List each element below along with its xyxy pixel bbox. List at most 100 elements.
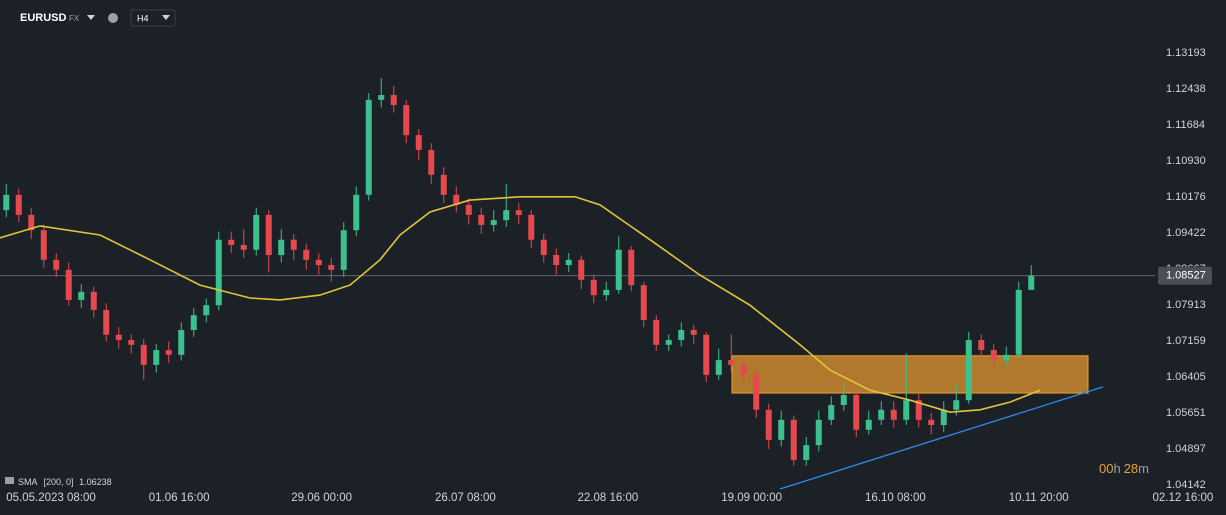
- x-tick-label: 26.07 08:00: [435, 492, 496, 504]
- info-icon[interactable]: [108, 13, 118, 23]
- candle-body: [228, 239, 235, 245]
- x-tick-label: 05.05.2023 08:00: [6, 492, 96, 504]
- candle-body: [853, 394, 860, 430]
- candle-body: [265, 214, 272, 256]
- plot-area: 1.13193 1.12438 1.11684 1.10930 1.10176 1.094…: [0, 47, 1213, 504]
- countdown-hours: 00: [1099, 461, 1113, 476]
- symbol[interactable]: EURUSD: [20, 12, 67, 24]
- candle-body: [153, 350, 160, 365]
- y-tick-label: 1.09422: [1166, 227, 1206, 239]
- x-tick-label: 01.06 16:00: [149, 492, 210, 504]
- candle-body: [540, 239, 547, 256]
- interval-box[interactable]: [130, 9, 176, 27]
- candle-body: [728, 360, 735, 365]
- interval-dropdown[interactable]: [162, 15, 170, 20]
- candle-body: [753, 374, 760, 410]
- candle-body: [53, 259, 60, 270]
- candle-body: [65, 269, 72, 300]
- candle-body: [803, 445, 810, 460]
- candle-body: [603, 289, 610, 296]
- countdown-m: m: [1138, 461, 1149, 476]
- candle-body: [665, 340, 672, 345]
- x-tick-label: 29.06 00:00: [291, 492, 352, 504]
- y-tick-label: 1.04142: [1166, 479, 1206, 491]
- candle-body: [203, 305, 210, 316]
- candle-body: [328, 265, 335, 270]
- candle-body: [378, 95, 385, 100]
- candle-body: [690, 330, 697, 335]
- sma-legend: SMA [200, 0] 1.06238: [5, 477, 112, 487]
- candle-body: [403, 105, 410, 136]
- candle-body: [340, 230, 347, 270]
- candle-body: [390, 95, 397, 106]
- candle-body: [240, 245, 247, 250]
- candle-body: [290, 239, 297, 250]
- candle-body: [553, 255, 560, 266]
- x-tick-label: 10.11 20:00: [1009, 492, 1069, 504]
- candle-body: [278, 239, 285, 256]
- interval: H4: [137, 13, 149, 23]
- candle-body: [940, 409, 947, 426]
- candle-body: [678, 330, 685, 341]
- candle-body: [478, 214, 485, 225]
- candle-body: [103, 309, 110, 335]
- candle-body: [865, 419, 872, 430]
- candle-body: [315, 259, 322, 266]
- sma-line: [0, 196, 1041, 414]
- candle-body: [40, 230, 47, 260]
- candle-body: [115, 334, 122, 341]
- x-tick-label: 19.09 00:00: [721, 492, 782, 504]
- candle-body: [878, 409, 885, 420]
- candle-body: [190, 315, 197, 331]
- candle-body: [915, 400, 922, 420]
- candle-body: [90, 291, 97, 310]
- supply-zone: [731, 355, 1089, 394]
- candle-body: [515, 210, 522, 215]
- candle-body: [778, 419, 785, 440]
- candle-body: [640, 285, 647, 320]
- candle-body: [840, 394, 847, 405]
- candle-body: [815, 419, 822, 446]
- candle-body: [965, 340, 972, 401]
- candle-body: [565, 259, 572, 266]
- countdown-h: h: [1113, 461, 1120, 476]
- candle-body: [528, 214, 535, 240]
- candle-body: [765, 409, 772, 440]
- candle-body: [903, 400, 910, 420]
- y-tick-label: 1.04897: [1166, 443, 1206, 455]
- candle-body: [1015, 289, 1022, 355]
- candle-body: [490, 220, 497, 225]
- candle-body: [615, 249, 622, 290]
- x-tick-label: 02.12 16:00: [1153, 492, 1214, 504]
- candle-body: [890, 409, 897, 420]
- y-tick-label: 1.06405: [1166, 371, 1206, 383]
- y-tick-label: 1.13193: [1166, 47, 1206, 59]
- sma-params: [200, 0]: [44, 477, 74, 487]
- candle-body: [428, 149, 435, 175]
- y-tick-label: 1.10930: [1166, 155, 1206, 167]
- sma-legend-text: SMA [200, 0] 1.06238: [18, 477, 112, 487]
- candle-body: [28, 214, 35, 231]
- candle-body: [165, 350, 172, 355]
- candle-body: [740, 364, 747, 375]
- last-price-box: [1158, 266, 1212, 285]
- candle-body: [353, 194, 360, 231]
- candle-body: [365, 99, 372, 195]
- legend-icon[interactable]: [5, 477, 14, 484]
- y-tick-label: 1.05651: [1166, 407, 1206, 419]
- y-tick-label: 1.07159: [1166, 335, 1206, 347]
- candle-body: [790, 419, 797, 460]
- candle-body: [415, 135, 422, 150]
- candle-body: [215, 239, 222, 306]
- sma-name: SMA: [18, 477, 38, 487]
- x-tick-label: 22.08 16:00: [578, 492, 639, 504]
- symbol-dropdown[interactable]: [87, 15, 95, 20]
- y-tick-label: 1.11684: [1166, 119, 1205, 131]
- candle-body: [1028, 275, 1035, 290]
- y-tick-label: 1.12438: [1166, 83, 1206, 95]
- countdown: 00h 28m: [1099, 461, 1149, 476]
- candle-body: [978, 340, 985, 351]
- x-tick-label: 16.10 08:00: [865, 492, 926, 504]
- candle-body: [828, 404, 835, 420]
